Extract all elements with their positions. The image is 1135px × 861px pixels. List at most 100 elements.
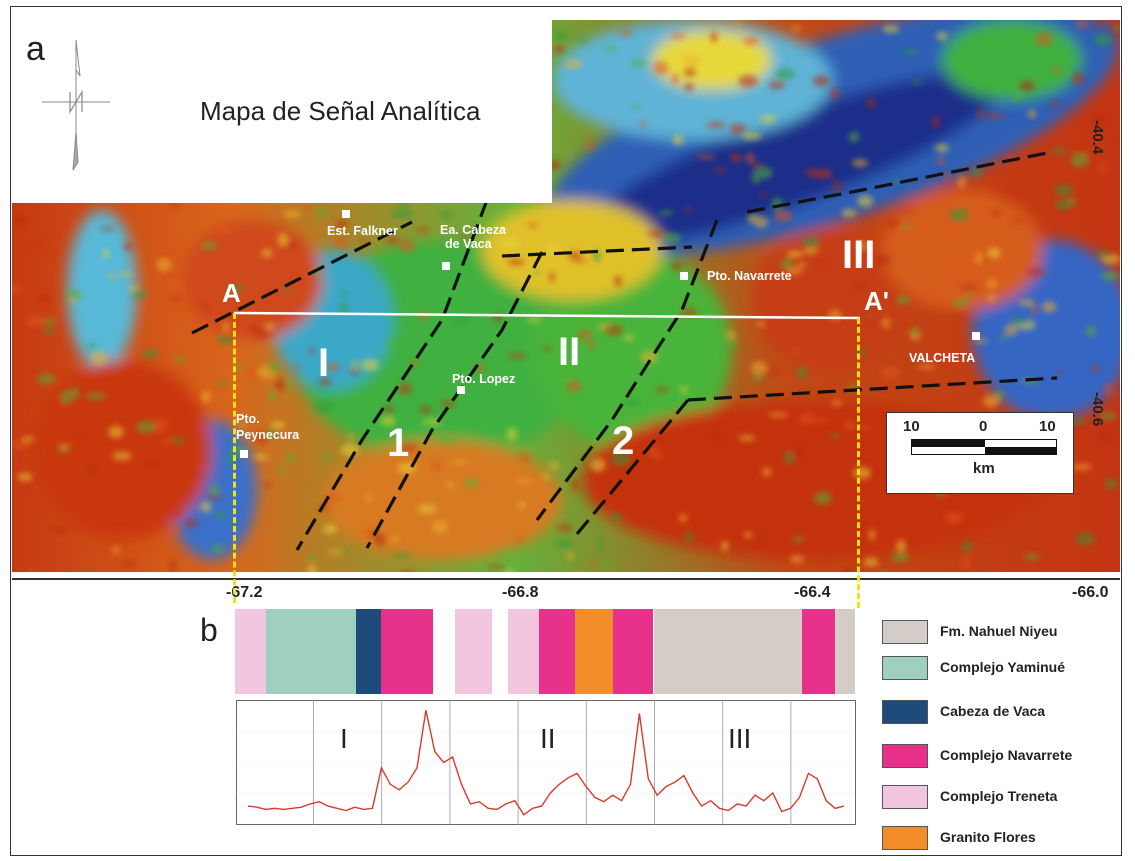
map-texture-spot [697,154,715,160]
map-texture-spot [563,367,571,381]
map-texture-spot [60,390,74,404]
map-texture-spot [1019,80,1035,92]
map-texture-spot [612,512,622,522]
map-texture-spot [12,284,21,294]
place-label-de-vaca: de Vaca [445,237,493,251]
map-texture-spot [211,544,225,554]
map-texture-spot [964,292,974,298]
map-texture-spot [710,31,718,43]
map-texture-spot [1091,365,1101,373]
map-texture-spot [982,258,990,264]
map-texture-spot [416,227,430,233]
longitude-label-4: -66.0 [1072,584,1109,601]
map-texture-spot [739,57,745,67]
map-texture-spot [860,426,870,430]
map-texture-spot [1076,20,1088,29]
map-texture-spot [1024,554,1040,560]
map-texture-spot [892,179,900,183]
map-texture-spot [1093,20,1101,29]
map-texture-spot [962,541,972,553]
geology-segment [433,609,456,694]
profile-guide-right [857,318,860,608]
map-texture-spot [399,570,417,572]
map-texture-spot [292,364,300,370]
map-texture-spot [87,463,97,477]
map-texture-spot [962,557,970,569]
map-texture-spot [586,138,594,152]
map-texture-spot [499,550,509,560]
geology-segment [613,609,654,694]
map-texture-spot [658,210,674,216]
legend-swatch [882,785,928,809]
map-texture-spot [136,420,156,434]
map-texture-spot [597,537,603,551]
map-texture-spot [730,153,742,163]
fault-trace [687,376,1058,402]
map-texture-spot [684,532,694,542]
map-texture-spot [945,512,963,524]
map-texture-spot [346,434,356,440]
map-texture-spot [798,413,816,425]
map-texture-spot [217,380,227,386]
place-label-valcheta: VALCHETA [909,351,975,365]
map-texture-spot [911,79,923,85]
map-texture-spot [1055,200,1071,210]
map-texture-spot [152,418,168,432]
map-texture-spot [123,243,133,251]
map-texture-spot [326,362,340,372]
place-markers [240,210,980,458]
map-texture-spot [200,501,212,513]
map-texture-spot [541,474,551,480]
map-texture-spot [759,114,777,124]
map-texture-spot [543,346,551,352]
map-texture-spot [359,238,367,244]
map-texture-spot [971,168,983,178]
legend-swatch [882,620,928,644]
map-texture-spot [684,67,696,77]
map-texture-spot [858,348,866,356]
map-texture-spot [1100,412,1116,420]
scale-bar: 10 0 10 km [886,412,1074,494]
map-texture-spot [169,437,179,443]
map-texture-spot [831,181,843,191]
geology-segment [266,609,356,694]
map-texture-spot [247,325,263,331]
map-texture-spot [952,298,970,308]
map-texture-spot [722,341,740,347]
map-texture-spot [830,433,840,439]
map-texture-spot [773,210,793,222]
map-texture-spot [756,320,766,328]
map-texture-spot [1011,93,1025,101]
map-texture-spot [316,207,326,219]
map-texture-spot [339,291,351,297]
map-texture-spot [319,455,335,461]
map-texture-spot [554,44,564,54]
map-texture-spot [340,301,348,315]
map-texture-spot [936,157,946,165]
latitude-label-north: -40.4 [1089,120,1106,155]
map-texture-spot [283,287,291,293]
map-texture-spot [1055,370,1063,374]
map-texture-spot [1004,324,1018,336]
map-texture-spot [985,113,1005,119]
map-texture-spot [886,218,900,228]
map-texture-spot [275,378,287,392]
map-texture-spot [1100,271,1120,281]
scale-tick-right: 10 [1039,418,1056,435]
map-texture-spot [112,452,132,460]
map-texture-spot [733,21,741,27]
map-texture-spot [866,97,876,109]
north-arrow-icon [42,39,110,171]
legend-swatch [882,700,928,724]
legend-label: Granito Flores [940,829,1036,845]
map-texture-spot [673,323,689,331]
geology-segment [653,609,803,694]
fault-trace [191,220,413,335]
map-texture-spot [108,426,124,438]
map-title: Mapa de Señal Analítica [200,96,481,126]
map-texture-spot [141,460,161,468]
map-texture-spot [684,82,694,92]
map-texture-spot [671,261,683,271]
map-texture-spot [1054,184,1074,196]
marker-pto-peynecura [240,450,248,458]
